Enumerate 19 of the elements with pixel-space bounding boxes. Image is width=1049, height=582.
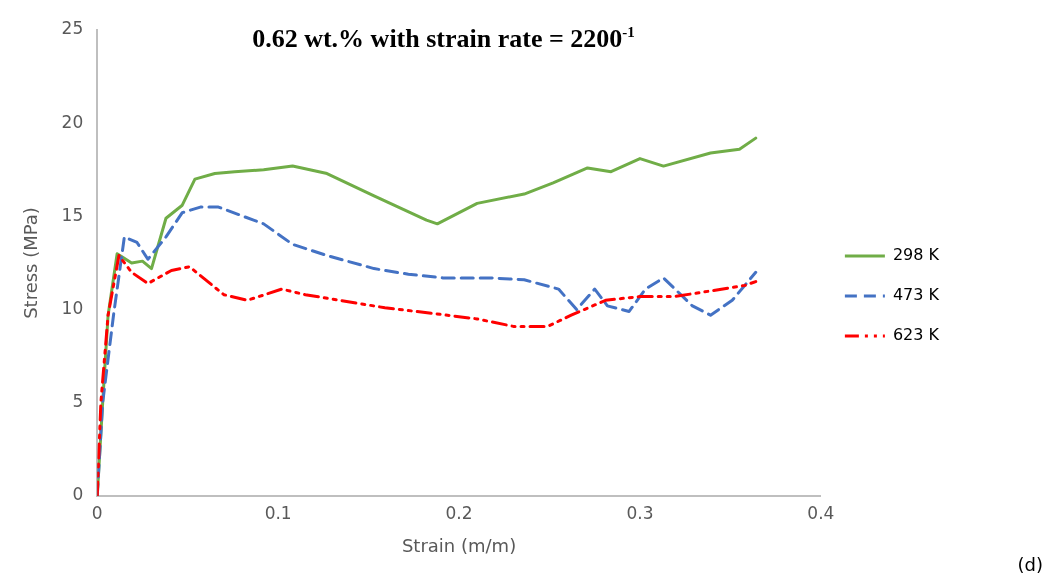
y-tick-label: 10 (61, 298, 84, 319)
text: (d) (1017, 553, 1043, 575)
x-tick-label: 0.4 (807, 502, 835, 523)
x-axis-title: Strain (m/m) (401, 534, 517, 556)
y-tick-label: 20 (61, 111, 84, 132)
y-tick-label: 0 (72, 484, 84, 505)
legend-label: 473 K (892, 285, 940, 305)
legend-label: 623 K (892, 325, 940, 345)
y-tick-label: 25 (61, 18, 84, 39)
chart-title: 0.62 wt.% with strain rate = 2200$^{-1}$ (251, 24, 636, 54)
y-axis-title: Stress (MPa) (20, 207, 42, 319)
legend-label: 298 K (892, 245, 940, 265)
x-tick-label: 0 (91, 502, 103, 523)
x-tick-label: 0.3 (626, 502, 654, 523)
x-tick-label: 0.1 (264, 502, 292, 523)
x-tick-label: 0.2 (445, 502, 473, 523)
y-tick-label: 5 (72, 391, 84, 412)
line-series (97, 254, 758, 496)
y-tick-label: 15 (61, 204, 84, 225)
